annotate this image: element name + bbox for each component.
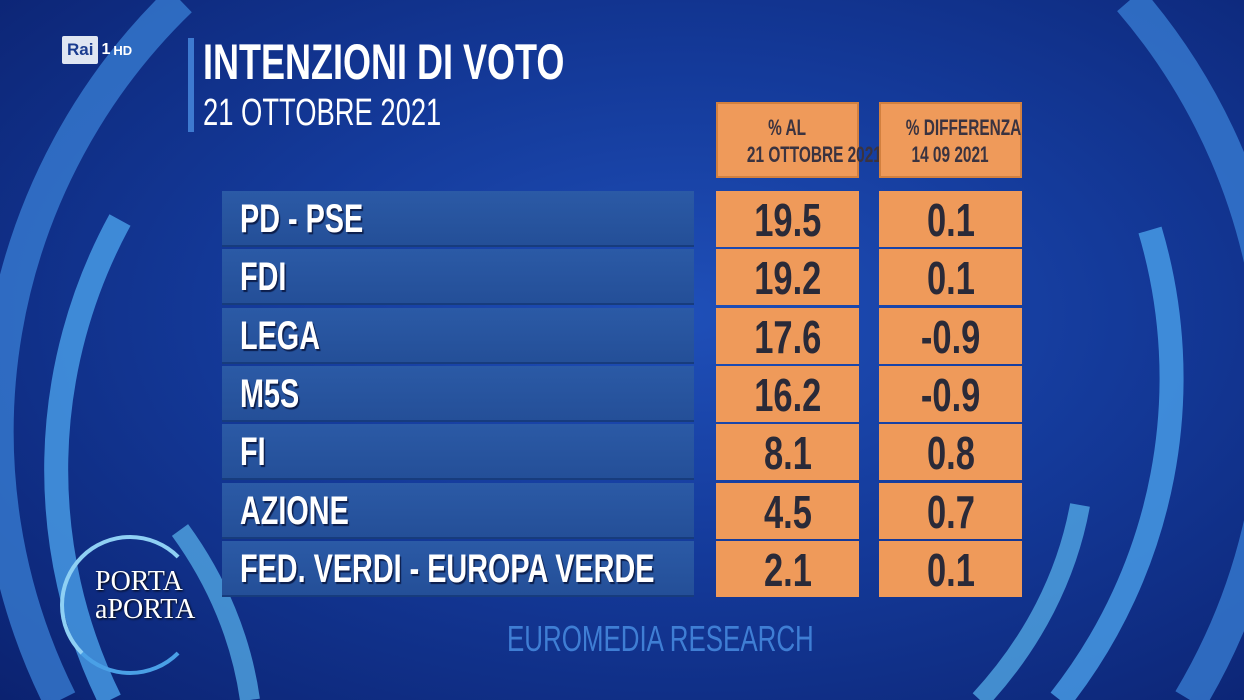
vote-percent-cell-text: 16.2 <box>753 368 822 421</box>
vote-percent-cell: 17.6 <box>716 307 859 364</box>
party-label: AZIONE <box>222 482 694 539</box>
col1-line1: % AL <box>768 115 807 140</box>
vote-percent-cell: 4.5 <box>716 482 859 539</box>
vote-percent-cell-text: 4.5 <box>763 485 812 538</box>
party-label: FED. VERDI - EUROPA VERDE <box>222 540 694 597</box>
party-label: LEGA <box>222 307 694 364</box>
logo-line2: aPORTA <box>95 594 196 625</box>
col1-line2: 21 OTTOBRE 2021 <box>746 142 882 167</box>
vote-percent-cell: 2.1 <box>716 540 859 597</box>
party-label: M5S <box>222 365 694 422</box>
difference-cell: 0.7 <box>879 482 1022 539</box>
decorative-arc <box>1117 0 1244 700</box>
col2-line2: 14 09 2021 <box>911 142 990 167</box>
porta-a-porta-logo: PORTA aPORTA <box>95 568 195 624</box>
page-date: 21 OTTOBRE 2021 <box>203 92 534 134</box>
difference-cell: -0.9 <box>879 307 1022 364</box>
difference-cell: 0.1 <box>879 540 1022 597</box>
party-label: FDI <box>222 249 694 306</box>
difference-cell-text: 0.1 <box>926 543 975 596</box>
vote-percent-cell: 19.2 <box>716 249 859 306</box>
party-label-text: FED. VERDI - EUROPA VERDE <box>240 546 655 591</box>
difference-cell-text: 0.1 <box>926 252 975 305</box>
difference-cell-text: -0.9 <box>920 368 981 421</box>
party-label: PD - PSE <box>222 191 694 247</box>
party-label-text: FI <box>240 430 266 475</box>
source-label: EUROMEDIA RESEARCH <box>507 618 933 660</box>
party-label-text: PD - PSE <box>240 197 364 241</box>
page-title: INTENZIONI DI VOTO <box>203 34 705 90</box>
difference-cell-text: 0.1 <box>926 194 975 246</box>
decorative-arc <box>171 524 260 700</box>
source-text: EUROMEDIA RESEARCH <box>507 618 814 659</box>
channel-number: 1 <box>101 41 111 58</box>
vote-percent-cell-text: 8.1 <box>763 427 812 480</box>
col2-line1: % DIFFERENZA <box>905 115 1022 140</box>
difference-cell-text: 0.8 <box>926 427 975 480</box>
difference-cell-text: -0.9 <box>920 310 981 363</box>
page-title-text: INTENZIONI DI VOTO <box>203 34 565 90</box>
difference-cell: 0.1 <box>879 191 1022 247</box>
difference-cell: 0.8 <box>879 424 1022 481</box>
party-label-text: AZIONE <box>240 488 349 533</box>
vote-percent-cell: 8.1 <box>716 424 859 481</box>
decorative-arc <box>1050 226 1184 700</box>
vote-percent-cell: 19.5 <box>716 191 859 247</box>
logo-line1: PORTA <box>95 566 183 597</box>
party-label-text: M5S <box>240 371 300 416</box>
channel-quality: HD <box>113 42 133 58</box>
decorative-arc <box>0 0 192 700</box>
column-header-percent: % AL 21 OTTOBRE 2021 <box>716 102 882 178</box>
decorative-arc <box>972 503 1090 700</box>
column-header-difference: % DIFFERENZA 14 09 2021 <box>879 102 1022 178</box>
porta-a-porta-logo-ring <box>60 535 200 675</box>
title-accent-bar <box>188 38 194 132</box>
difference-cell-text: 0.7 <box>926 485 975 538</box>
party-label-text: LEGA <box>240 313 321 358</box>
party-label-text: FDI <box>240 255 287 300</box>
vote-percent-cell-text: 17.6 <box>753 310 822 363</box>
vote-percent-cell: 16.2 <box>716 365 859 422</box>
vote-percent-cell-text: 19.2 <box>753 252 822 305</box>
difference-cell: -0.9 <box>879 365 1022 422</box>
vote-percent-cell-text: 2.1 <box>763 543 812 596</box>
rai1-hd-logo: Rai 1 HD <box>62 36 132 64</box>
page-date-text: 21 OTTOBRE 2021 <box>203 92 442 134</box>
party-label: FI <box>222 424 694 481</box>
difference-cell: 0.1 <box>879 249 1022 306</box>
rai-logo-text: Rai <box>62 36 99 64</box>
vote-percent-cell-text: 19.5 <box>753 194 822 246</box>
